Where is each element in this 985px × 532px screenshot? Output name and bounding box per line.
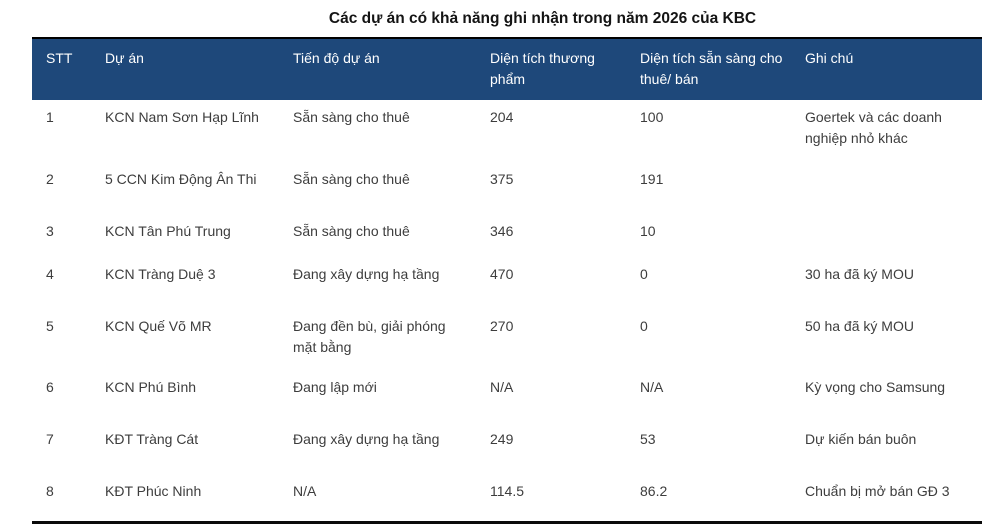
column-header-stt: STT <box>32 38 105 100</box>
cell-ready_area: 0 <box>640 309 805 370</box>
cell-note: Goertek và các doanh nghiệp nhỏ khác <box>805 100 982 162</box>
table-body: 1 KCN Nam Sơn Hạp Lĩnh Sẵn sàng cho thuê 20… <box>32 100 982 522</box>
cell-project: KCN Tân Phú Trung <box>105 214 293 257</box>
cell-ready_area: 191 <box>640 162 805 214</box>
cell-stt: 8 <box>32 474 105 522</box>
cell-ready_area: 86.2 <box>640 474 805 522</box>
cell-note: 50 ha đã ký MOU <box>805 309 982 370</box>
cell-commercial_area: 375 <box>490 162 640 214</box>
cell-progress: Đang xây dựng hạ tầng <box>293 422 490 474</box>
cell-ready_area: N/A <box>640 370 805 422</box>
cell-progress: Sẵn sàng cho thuê <box>293 214 490 257</box>
cell-progress: Đang xây dựng hạ tầng <box>293 257 490 309</box>
cell-stt: 5 <box>32 309 105 370</box>
table-row: 4 KCN Tràng Duệ 3 Đang xây dựng hạ tầng 470… <box>32 257 982 309</box>
cell-stt: 7 <box>32 422 105 474</box>
cell-progress: Sẵn sàng cho thuê <box>293 100 490 162</box>
column-header-progress: Tiến độ dự án <box>293 38 490 100</box>
column-header-ready_area: Diện tích sẵn sàng cho thuê/ bán <box>640 38 805 100</box>
cell-progress: Đang đền bù, giải phóng mặt bằng <box>293 309 490 370</box>
cell-note <box>805 162 982 214</box>
projects-table: STT Dự án Tiến độ dự án Diện tích thương ph… <box>32 37 982 524</box>
column-header-commercial_area: Diện tích thương phẩm <box>490 38 640 100</box>
cell-stt: 6 <box>32 370 105 422</box>
table-row: 7 KĐT Tràng Cát Đang xây dựng hạ tầng 249 53… <box>32 422 982 474</box>
cell-commercial_area: 204 <box>490 100 640 162</box>
cell-stt: 4 <box>32 257 105 309</box>
table-row: 6 KCN Phú Bình Đang lập mới N/A N/A Kỳ vọng c… <box>32 370 982 422</box>
cell-commercial_area: 249 <box>490 422 640 474</box>
cell-ready_area: 10 <box>640 214 805 257</box>
cell-stt: 1 <box>32 100 105 162</box>
column-header-project: Dự án <box>105 38 293 100</box>
cell-project: KCN Phú Bình <box>105 370 293 422</box>
cell-ready_area: 0 <box>640 257 805 309</box>
cell-project: KĐT Tràng Cát <box>105 422 293 474</box>
cell-commercial_area: N/A <box>490 370 640 422</box>
cell-project: KĐT Phúc Ninh <box>105 474 293 522</box>
cell-stt: 3 <box>32 214 105 257</box>
cell-project: KCN Tràng Duệ 3 <box>105 257 293 309</box>
table-row: 1 KCN Nam Sơn Hạp Lĩnh Sẵn sàng cho thuê 20… <box>32 100 982 162</box>
table-row: 3 KCN Tân Phú Trung Sẵn sàng cho thuê 346 10 <box>32 214 982 257</box>
cell-note: Kỳ vọng cho Samsung <box>805 370 982 422</box>
table-header: STT Dự án Tiến độ dự án Diện tích thương ph… <box>32 38 982 100</box>
cell-project: KCN Quế Võ MR <box>105 309 293 370</box>
cell-commercial_area: 470 <box>490 257 640 309</box>
cell-note: Dự kiến bán buôn <box>805 422 982 474</box>
header-row: STT Dự án Tiến độ dự án Diện tích thương ph… <box>32 38 982 100</box>
cell-note: 30 ha đã ký MOU <box>805 257 982 309</box>
cell-ready_area: 100 <box>640 100 805 162</box>
cell-progress: Đang lập mới <box>293 370 490 422</box>
cell-progress: N/A <box>293 474 490 522</box>
cell-note <box>805 214 982 257</box>
cell-project: KCN Nam Sơn Hạp Lĩnh <box>105 100 293 162</box>
table-row: 8 KĐT Phúc Ninh N/A 114.5 86.2 Chuẩn bị mở bá… <box>32 474 982 522</box>
cell-commercial_area: 270 <box>490 309 640 370</box>
table-title: Các dự án có khả năng ghi nhận trong năm… <box>328 10 757 27</box>
table-row: 5 KCN Quế Võ MR Đang đền bù, giải phóng mặ… <box>32 309 982 370</box>
cell-commercial_area: 346 <box>490 214 640 257</box>
cell-ready_area: 53 <box>640 422 805 474</box>
cell-progress: Sẵn sàng cho thuê <box>293 162 490 214</box>
cell-project: 5 CCN Kim Động Ân Thi <box>105 162 293 214</box>
cell-note: Chuẩn bị mở bán GĐ 3 <box>805 474 982 522</box>
column-header-note: Ghi chú <box>805 38 982 100</box>
cell-stt: 2 <box>32 162 105 214</box>
cell-commercial_area: 114.5 <box>490 474 640 522</box>
